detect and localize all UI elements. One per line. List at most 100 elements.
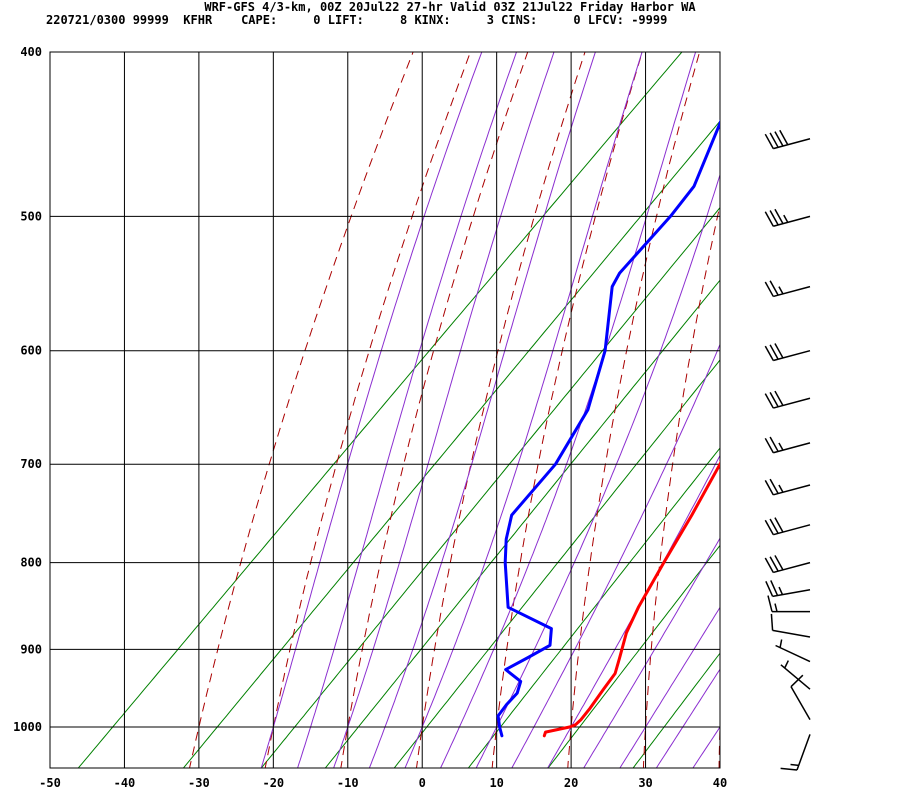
wind-barb-feather xyxy=(770,580,779,596)
dry-adiabat-line xyxy=(415,52,586,768)
mixing-ratio-line xyxy=(547,544,720,768)
stability-indices: 220721/0300 99999 KFHR CAPE: 0 LIFT: 8 K… xyxy=(46,13,668,27)
x-tick-label: -30 xyxy=(188,776,210,790)
moist-adiabat-line xyxy=(404,52,643,768)
wind-barb-feather xyxy=(779,129,789,146)
wind-barb-half-feather xyxy=(778,586,784,595)
wind-barb-half-feather xyxy=(784,660,790,669)
wind-barb xyxy=(790,674,811,720)
wind-barb-staff xyxy=(773,138,811,150)
moist-adiabat-line xyxy=(547,454,720,768)
wind-barb-staff xyxy=(773,215,811,227)
dry-adiabat-line xyxy=(868,14,900,770)
chart-header: WRF-GFS 4/3-km, 00Z 20Jul22 27-hr Valid … xyxy=(0,0,900,34)
wind-barb-feather xyxy=(764,480,774,496)
wind-barb-feather xyxy=(764,393,774,409)
wind-barb-staff xyxy=(773,561,811,574)
dry-adiabat-line xyxy=(189,52,414,768)
wind-barb xyxy=(764,517,811,536)
moist-adiabat-line xyxy=(511,343,720,768)
wind-barb-feather xyxy=(774,390,784,406)
chart-grid xyxy=(49,51,721,769)
wind-barb-staff xyxy=(773,484,811,496)
moist-adiabat-line xyxy=(260,52,483,768)
mixing-ratio-line xyxy=(260,206,720,768)
y-tick-label: 700 xyxy=(20,457,42,471)
wind-barb xyxy=(764,390,811,409)
mixing-ratio-line xyxy=(182,120,720,768)
wind-barb-staff xyxy=(780,664,811,690)
wind-barb-feather xyxy=(774,555,784,571)
wind-barb-half-feather xyxy=(778,286,784,295)
wind-barb xyxy=(767,595,810,613)
dry-adiabat-line xyxy=(794,14,880,770)
wind-barb-feather xyxy=(774,343,784,359)
mixing-ratio-line xyxy=(467,447,720,768)
wind-barb-feather xyxy=(769,210,779,226)
wind-barb-feather xyxy=(774,517,784,533)
temperature-profile xyxy=(542,460,720,738)
wind-barb-staff xyxy=(790,686,811,720)
y-tick-label: 1000 xyxy=(13,720,42,734)
y-tick-label: 400 xyxy=(20,45,42,59)
wind-barb-feather xyxy=(769,556,779,572)
wind-barb-staff xyxy=(773,349,811,362)
dewpoint-profile xyxy=(496,119,720,738)
wind-barb-feather xyxy=(769,478,779,494)
x-tick-label: -10 xyxy=(337,776,359,790)
wind-barb-feather xyxy=(769,391,779,408)
mixing-ratio-lines xyxy=(77,52,720,768)
wind-barb-staff xyxy=(773,397,811,409)
x-tick-label: 30 xyxy=(638,776,652,790)
wind-barb-feather xyxy=(764,345,774,361)
wind-barb-staff xyxy=(772,629,811,638)
x-tick-label: 40 xyxy=(713,776,727,790)
moist-adiabat-line xyxy=(655,668,720,768)
moist-adiabat-line xyxy=(475,173,720,768)
wind-barb-half-feather xyxy=(774,603,778,612)
y-tick-label: 900 xyxy=(20,642,42,656)
x-tick-label: -40 xyxy=(114,776,136,790)
wind-barb-feather xyxy=(765,580,774,597)
sounding-profiles xyxy=(496,119,720,738)
dry-adiabat-line xyxy=(718,712,720,768)
moist-adiabat-line xyxy=(297,52,518,768)
wind-barb-staff xyxy=(773,524,811,536)
wind-barb-staff xyxy=(772,588,811,598)
moist-adiabat-line xyxy=(692,726,720,768)
wind-barb xyxy=(775,639,811,663)
wind-barb-feather xyxy=(767,595,773,612)
wind-barb-feather xyxy=(769,518,779,534)
wind-barb-half-feather xyxy=(779,639,783,648)
temperature-axis: -50 -40 -30 -20 -10 0 10 20 30 40 xyxy=(39,776,727,790)
mixing-ratio-line xyxy=(324,279,720,768)
wind-barb xyxy=(764,280,811,298)
wind-barb xyxy=(764,436,811,454)
wind-barb xyxy=(780,734,811,771)
wind-barbs xyxy=(764,129,811,771)
wind-barb-feather xyxy=(790,674,804,688)
wind-barb xyxy=(764,555,811,574)
x-tick-label: -50 xyxy=(39,776,61,790)
wind-barb xyxy=(770,613,811,638)
mixing-ratio-line xyxy=(632,652,720,768)
x-tick-label: -20 xyxy=(262,776,284,790)
wind-barb-feather xyxy=(780,767,798,771)
x-tick-label: 0 xyxy=(419,776,426,790)
wind-barb-staff xyxy=(775,644,811,663)
wind-barb-half-feather xyxy=(778,484,784,493)
dry-adiabat-line xyxy=(642,202,720,768)
moist-adiabat-line xyxy=(583,537,720,768)
dry-adiabat-line xyxy=(340,52,529,768)
wind-barb-feather xyxy=(764,133,774,149)
y-tick-label: 500 xyxy=(20,209,42,223)
moist-adiabats xyxy=(260,52,720,768)
wind-barb-feather xyxy=(764,211,774,227)
pressure-axis: 400 500 600 700 800 900 1000 xyxy=(13,45,42,734)
wind-barb-feather xyxy=(764,557,774,573)
dry-adiabat-line xyxy=(567,52,701,768)
mixing-ratio-line xyxy=(393,359,720,768)
wind-barb-feather xyxy=(764,437,774,454)
wind-barb xyxy=(780,660,811,690)
